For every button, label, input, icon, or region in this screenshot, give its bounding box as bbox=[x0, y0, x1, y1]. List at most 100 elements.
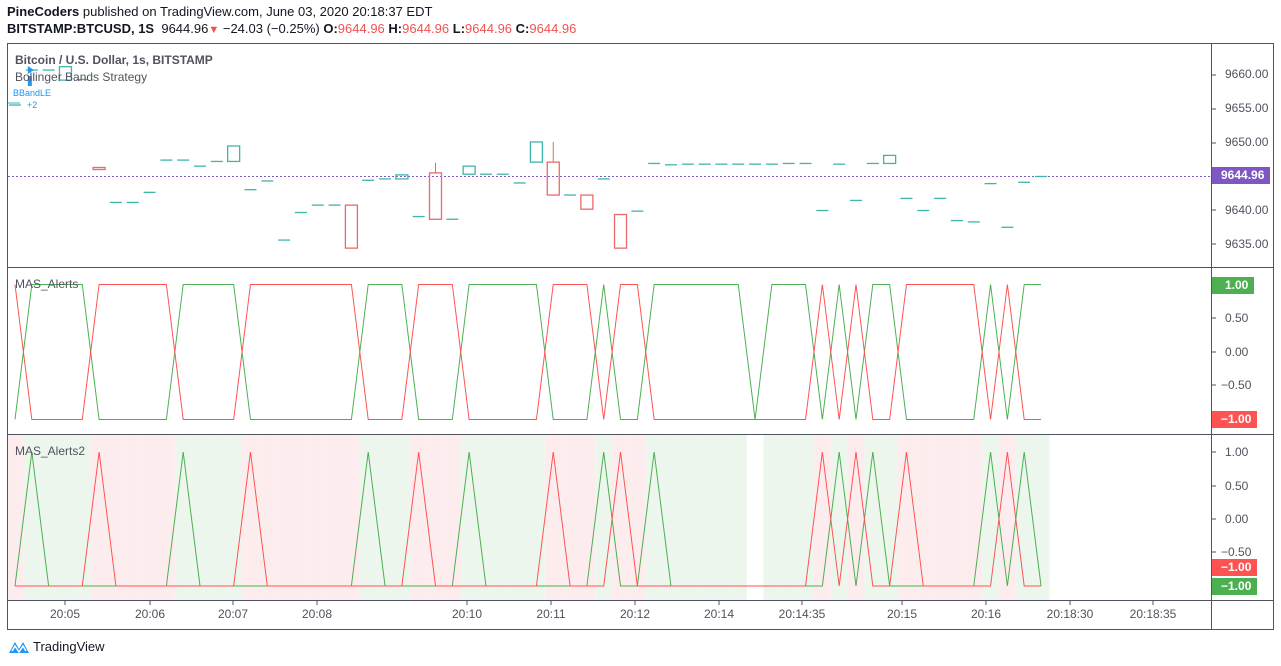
bearish-background bbox=[342, 435, 360, 600]
bullish-background bbox=[494, 435, 512, 600]
down-arrow-icon: ▼ bbox=[208, 24, 220, 36]
candle bbox=[529, 141, 544, 163]
candle bbox=[58, 66, 73, 81]
bearish-background bbox=[8, 435, 24, 600]
bullish-background bbox=[477, 435, 495, 600]
bullish-background bbox=[696, 435, 714, 600]
bearish-background bbox=[410, 435, 428, 600]
bearish-background bbox=[309, 435, 327, 600]
bullish-background bbox=[679, 435, 697, 600]
bearish-background bbox=[965, 435, 983, 600]
time-axis-label: 20:15 bbox=[886, 607, 918, 621]
bullish-background bbox=[225, 435, 243, 600]
bullish-background bbox=[174, 435, 192, 600]
mas-alerts-red-line bbox=[14, 284, 1042, 420]
bearish-background bbox=[107, 435, 125, 600]
bullish-background bbox=[982, 435, 999, 600]
symbol-info: BITSTAMP:BTCUSD, 1S 9644.96▼ −24.03 (−0.… bbox=[7, 21, 576, 36]
price-axis-label: 9650.00 bbox=[1225, 135, 1269, 149]
chart-frame bbox=[7, 43, 1274, 630]
bearish-background bbox=[561, 435, 579, 600]
time-axis-label: 20:10 bbox=[451, 607, 483, 621]
last-price: 9644.96 bbox=[161, 21, 209, 36]
pane2-axis-label: 0.00 bbox=[1225, 345, 1249, 359]
symbol: BITSTAMP:BTCUSD, 1S bbox=[7, 21, 155, 36]
tradingview-logo[interactable]: TradingView bbox=[8, 638, 105, 654]
bearish-background bbox=[847, 435, 865, 600]
low-value: 9644.96 bbox=[465, 21, 513, 36]
candle bbox=[428, 172, 443, 220]
price-axis-label: 9640.00 bbox=[1225, 203, 1269, 217]
bullish-background bbox=[662, 435, 680, 600]
candle bbox=[462, 165, 476, 175]
pane2-title[interactable]: MAS_Alerts bbox=[15, 277, 79, 291]
pane3-green-badge: −1.00 bbox=[1212, 578, 1258, 595]
bearish-background bbox=[914, 435, 932, 600]
entry-marker-bar bbox=[27, 76, 32, 86]
time-axis-label: 20:06 bbox=[134, 607, 166, 621]
time-axis-label: 20:08 bbox=[301, 607, 333, 621]
pane3-axis-label: 0.50 bbox=[1225, 479, 1249, 493]
bullish-background bbox=[23, 435, 41, 600]
bullish-background bbox=[729, 435, 747, 600]
close-label: C: bbox=[515, 21, 530, 36]
open-label: O: bbox=[323, 21, 338, 36]
bearish-background bbox=[427, 435, 444, 600]
close-value: 9644.96 bbox=[529, 21, 577, 36]
bearish-background bbox=[544, 435, 562, 600]
high-value: 9644.96 bbox=[402, 21, 450, 36]
bearish-background bbox=[326, 435, 343, 600]
time-axis-label: 20:12 bbox=[619, 607, 651, 621]
bearish-background bbox=[931, 435, 949, 600]
price-axis-label: 9655.00 bbox=[1225, 101, 1269, 115]
bearish-background bbox=[998, 435, 1016, 600]
pane3-axis-label: −0.50 bbox=[1221, 545, 1252, 559]
bearish-background bbox=[578, 435, 596, 600]
last-price-badge: 9644.96 bbox=[1212, 167, 1271, 184]
pane3-axis-label: 0.00 bbox=[1225, 512, 1249, 526]
candle bbox=[344, 204, 359, 249]
bearish-background bbox=[157, 435, 175, 600]
pane2-red-badge: −1.00 bbox=[1212, 411, 1258, 428]
time-axis-label: 20:07 bbox=[217, 607, 249, 621]
pane3-title[interactable]: MAS_Alerts2 bbox=[15, 444, 86, 458]
time-axis-label: 20:11 bbox=[536, 607, 566, 621]
price-axis-label: 9635.00 bbox=[1225, 237, 1269, 251]
price-change: −24.03 (−0.25%) bbox=[222, 21, 320, 36]
bullish-background bbox=[528, 435, 545, 600]
study-title[interactable]: Bollinger Bands Strategy bbox=[15, 70, 148, 84]
candle bbox=[580, 194, 594, 210]
bullish-background bbox=[864, 435, 882, 600]
time-axis-label: 20:18:30 bbox=[1046, 607, 1094, 621]
bullish-background bbox=[797, 435, 814, 600]
pane2-axis-label: −0.50 bbox=[1221, 378, 1252, 392]
low-label: L: bbox=[452, 21, 466, 36]
bullish-background bbox=[881, 435, 899, 600]
bullish-background bbox=[1015, 435, 1033, 600]
price-pane[interactable] bbox=[8, 66, 1211, 249]
bullish-background bbox=[376, 435, 394, 600]
time-axis-label: 20:05 bbox=[49, 607, 81, 621]
bullish-background bbox=[780, 435, 798, 600]
author-name[interactable]: PineCoders bbox=[7, 4, 80, 19]
bullish-background bbox=[713, 435, 730, 600]
pane3-axis-label: 1.00 bbox=[1225, 445, 1249, 459]
time-axis-label: 20:18:35 bbox=[1129, 607, 1177, 621]
candle bbox=[613, 213, 628, 249]
bearish-background bbox=[141, 435, 158, 600]
candle bbox=[395, 174, 409, 180]
mas-alerts2-pane[interactable] bbox=[14, 451, 1042, 587]
bullish-background bbox=[191, 435, 209, 600]
time-axis-label: 20:16 bbox=[970, 607, 1002, 621]
bullish-background bbox=[208, 435, 226, 600]
bullish-background bbox=[763, 435, 781, 600]
bearish-background bbox=[258, 435, 276, 600]
pane3-red-badge: −1.00 bbox=[1212, 559, 1258, 576]
axis-ticks bbox=[64, 74, 1216, 605]
price-axis-label: 9660.00 bbox=[1225, 67, 1269, 81]
mas-alerts-pane[interactable] bbox=[14, 284, 1042, 420]
main-series-title[interactable]: Bitcoin / U.S. Dollar, 1s, BITSTAMP bbox=[15, 53, 213, 67]
bullish-background bbox=[393, 435, 411, 600]
candle bbox=[882, 154, 897, 165]
